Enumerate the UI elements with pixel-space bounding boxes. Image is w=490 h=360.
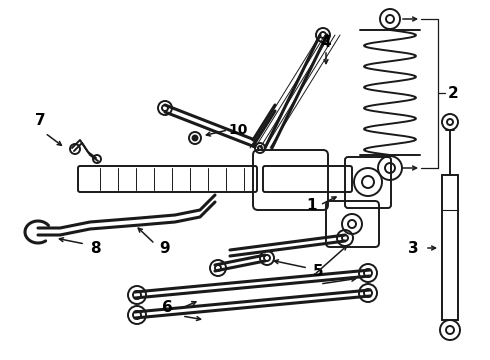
Text: 9: 9 [160,240,171,256]
Text: 4: 4 [320,35,331,50]
Text: 6: 6 [162,301,172,315]
Text: 2: 2 [448,86,458,100]
Text: 1: 1 [307,198,317,212]
Circle shape [193,135,197,140]
Text: 10: 10 [228,123,247,137]
Text: 5: 5 [313,265,323,279]
Text: 3: 3 [408,240,418,256]
Text: 8: 8 [90,240,100,256]
Text: 7: 7 [35,113,45,127]
Bar [442,175,458,320]
